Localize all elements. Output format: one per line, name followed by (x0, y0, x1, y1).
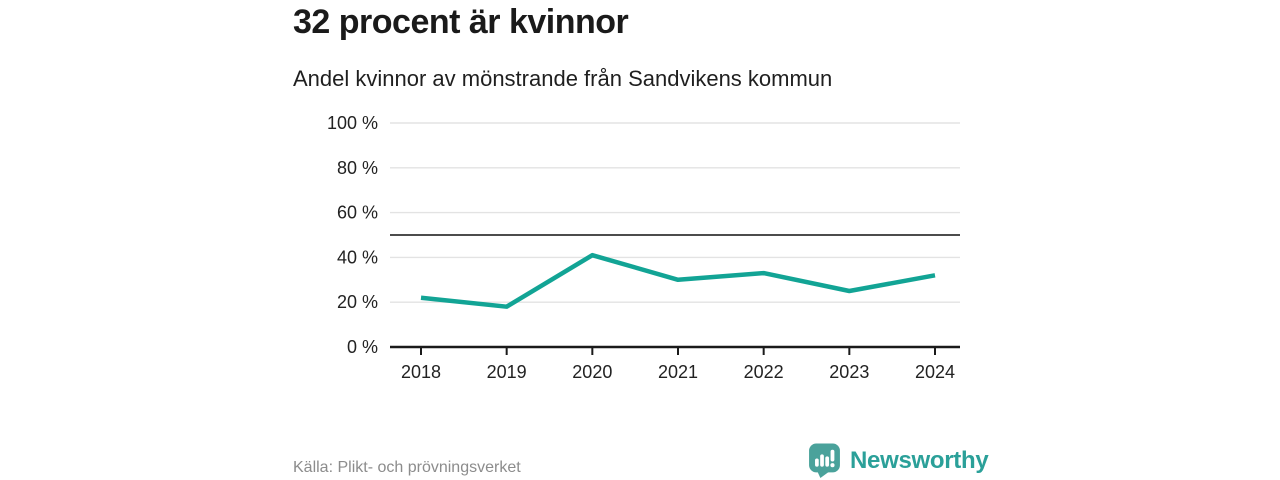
data-line-andel-kvinnor (420, 252, 936, 309)
y-axis-tick-label: 0 % (347, 337, 378, 357)
y-axis-tick-label: 100 % (327, 113, 378, 133)
chart-title: 32 procent är kvinnor (293, 3, 629, 41)
y-axis-tick-label: 60 % (337, 203, 378, 223)
x-axis-tick-label: 2023 (829, 362, 869, 382)
line-chart: 0 % 20 % 40 % 60 % 80 % 100 % 2018 2019 2020 2021… (327, 113, 960, 382)
x-axis-tick-label: 2020 (572, 362, 612, 382)
x-axis-tick-label: 2018 (401, 362, 441, 382)
chart-subtitle: Andel kvinnor av mönstrande från Sandvik… (293, 66, 833, 91)
newsworthy-logo: Newsworthy (808, 443, 989, 478)
newsworthy-wordmark: Newsworthy (850, 446, 989, 474)
y-axis-tick-label: 80 % (337, 158, 378, 178)
x-axis-tick-label: 2019 (487, 362, 527, 382)
y-axis-tick-label: 20 % (337, 292, 378, 312)
x-axis-tick-label: 2022 (744, 362, 784, 382)
x-axis-tick-label: 2021 (658, 362, 698, 382)
newsworthy-badge-icon (809, 443, 840, 478)
x-axis-tick-label: 2024 (915, 362, 955, 382)
y-axis-tick-label: 40 % (337, 247, 378, 267)
source-caption: Källa: Plikt- och prövningsverket (293, 459, 521, 476)
